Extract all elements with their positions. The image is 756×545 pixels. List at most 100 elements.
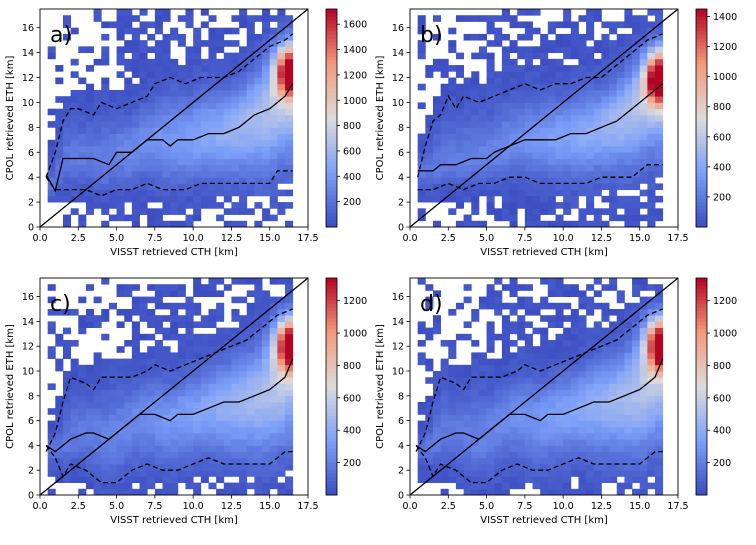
heatmap-cell — [586, 102, 595, 110]
heatmap-cell — [185, 170, 194, 178]
heatmap-cell — [70, 121, 79, 128]
heatmap-cell — [208, 315, 217, 322]
heatmap-cell — [162, 433, 171, 440]
heatmap-cell — [517, 102, 526, 110]
heatmap-cell — [139, 377, 148, 384]
heatmap-cell — [139, 46, 148, 53]
heatmap-cell — [494, 214, 503, 222]
heatmap-cell — [185, 77, 194, 85]
colorbar-segment — [326, 292, 337, 297]
x-tick-label: 15.0 — [629, 233, 650, 244]
heatmap-cell — [455, 89, 464, 97]
heatmap-cell — [177, 321, 186, 328]
heatmap-cell — [540, 46, 549, 53]
heatmap-cell — [501, 352, 510, 359]
heatmap-cell — [246, 46, 255, 53]
colorbar-segment — [326, 314, 337, 319]
heatmap-cell — [524, 445, 533, 452]
heatmap-cell — [55, 177, 64, 184]
heatmap-cell — [578, 102, 587, 110]
heatmap-cell — [170, 371, 179, 378]
heatmap-cell — [269, 52, 278, 60]
heatmap-cell — [463, 433, 472, 440]
heatmap-cell — [62, 164, 72, 172]
heatmap-cell — [78, 195, 87, 203]
heatmap-cell — [524, 195, 533, 203]
heatmap-cell — [432, 121, 442, 128]
heatmap-cell — [193, 214, 202, 222]
heatmap-cell — [632, 195, 641, 203]
heatmap-cell — [285, 108, 294, 116]
heatmap-cell — [532, 46, 541, 53]
heatmap-cell — [62, 414, 72, 421]
heatmap-cell — [616, 202, 625, 209]
colorbar-tick-label: 1000 — [343, 96, 367, 107]
heatmap-cell — [223, 108, 232, 116]
heatmap-cell — [647, 464, 656, 471]
heatmap-cell — [478, 127, 487, 134]
heatmap-cell — [85, 408, 94, 415]
heatmap-cell — [208, 470, 217, 477]
heatmap-cell — [632, 158, 641, 166]
heatmap-cell — [578, 108, 587, 116]
heatmap-cell — [216, 58, 225, 66]
heatmap-cell — [139, 389, 148, 397]
x-tick-label: 10.0 — [553, 233, 574, 244]
heatmap-cell — [246, 15, 255, 22]
heatmap-cell — [570, 420, 579, 428]
heatmap-cell — [494, 114, 503, 122]
heatmap-cell — [147, 208, 156, 215]
heatmap-cell — [239, 383, 248, 390]
heatmap-cell — [193, 333, 202, 341]
heatmap-cell — [246, 83, 255, 91]
colorbar-segment — [696, 125, 707, 130]
heatmap-cell — [555, 364, 564, 372]
heatmap-cell — [578, 402, 587, 409]
heatmap-cell — [532, 220, 541, 228]
heatmap-cell — [277, 114, 286, 122]
heatmap-cell — [586, 395, 595, 403]
heatmap-cell — [624, 470, 633, 477]
heatmap-cell — [639, 46, 648, 53]
heatmap-cell — [463, 377, 472, 384]
heatmap-cell — [494, 146, 503, 153]
heatmap-cell — [509, 71, 518, 78]
heatmap-cell — [639, 414, 648, 421]
heatmap-cell — [223, 420, 232, 428]
heatmap-cell — [154, 9, 163, 16]
heatmap-cell — [124, 340, 133, 347]
heatmap-cell — [200, 408, 209, 415]
heatmap-cell — [116, 464, 125, 471]
heatmap-cell — [632, 358, 641, 366]
heatmap-cell — [78, 433, 87, 440]
heatmap-cell — [131, 83, 140, 91]
heatmap-cell — [55, 146, 64, 153]
heatmap-cell — [223, 114, 232, 122]
heatmap-cell — [285, 52, 294, 60]
heatmap-cell — [455, 139, 464, 147]
colorbar-segment — [696, 372, 707, 377]
heatmap-cell — [563, 202, 572, 209]
heatmap-cell — [162, 346, 171, 353]
heatmap-cell — [593, 464, 602, 471]
heatmap-cell — [208, 383, 217, 390]
heatmap-cell — [269, 108, 278, 116]
heatmap-cell — [239, 83, 248, 91]
heatmap-cell — [154, 445, 163, 452]
heatmap-cell — [540, 152, 549, 159]
heatmap-cell — [139, 451, 148, 459]
heatmap-cell — [471, 164, 480, 172]
heatmap-cell — [239, 15, 248, 22]
heatmap-cell — [269, 27, 278, 35]
heatmap-cell — [655, 346, 664, 353]
heatmap-cell — [170, 220, 179, 228]
heatmap-cell — [246, 420, 255, 428]
heatmap-cell — [177, 284, 186, 291]
heatmap-cell — [647, 77, 656, 85]
heatmap-cell — [216, 183, 225, 191]
heatmap-cell — [586, 33, 595, 41]
heatmap-cell — [116, 177, 125, 184]
heatmap-cell — [216, 371, 225, 378]
heatmap-cell — [277, 395, 286, 403]
heatmap-cell — [162, 290, 171, 297]
